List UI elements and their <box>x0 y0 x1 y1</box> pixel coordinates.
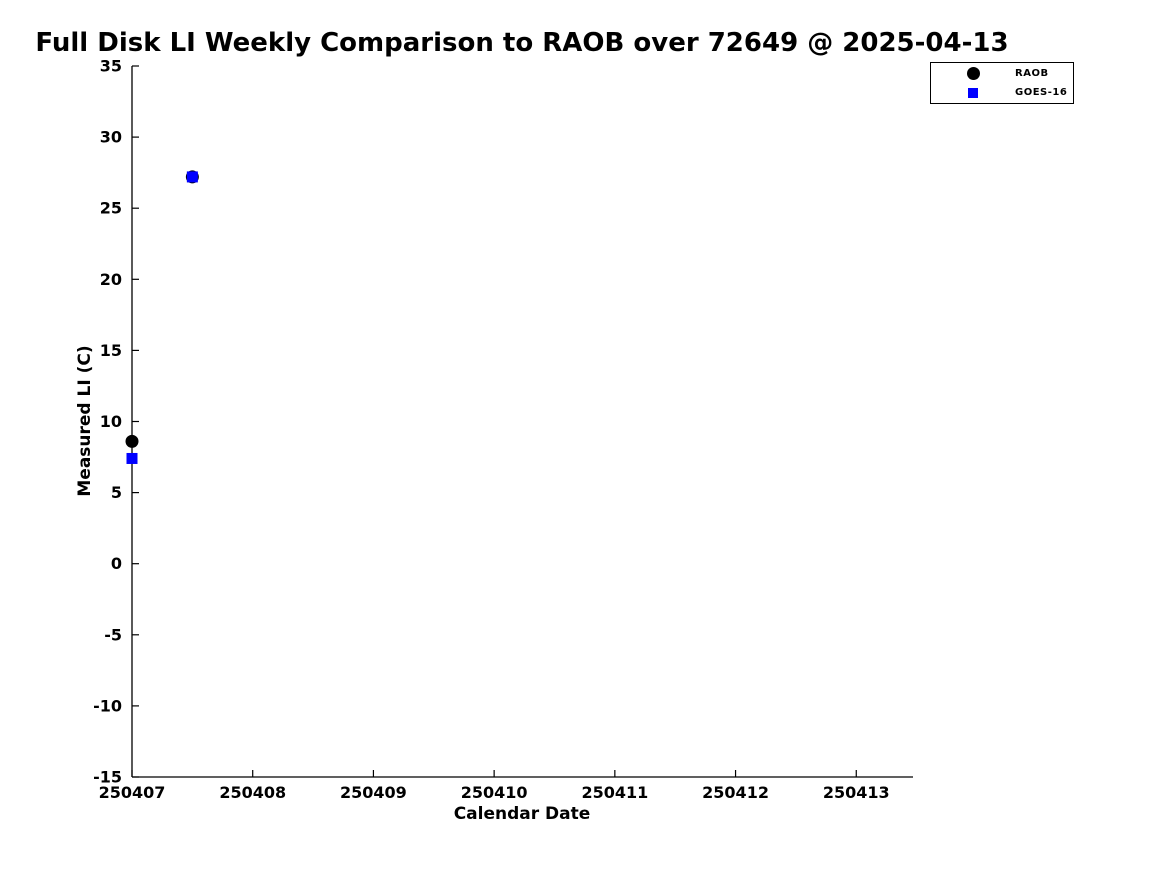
y-tick-label: 15 <box>100 341 122 360</box>
y-tick-label: -10 <box>93 696 122 715</box>
x-axis-label: Calendar Date <box>453 804 591 824</box>
x-tick-label: 250409 <box>340 783 407 802</box>
y-tick-label: 25 <box>100 199 122 218</box>
legend: RAOB GOES-16 <box>930 62 1074 104</box>
legend-item-raob: RAOB <box>931 66 1073 82</box>
raob-circle-marker-icon <box>931 67 1015 80</box>
data-point-raob <box>125 434 139 448</box>
y-tick-label: 20 <box>100 270 122 289</box>
data-point-goes-16 <box>186 171 198 183</box>
y-tick-label: 5 <box>111 483 122 502</box>
chart-title: Full Disk LI Weekly Comparison to RAOB o… <box>35 28 1009 58</box>
x-tick-label: 250413 <box>823 783 890 802</box>
y-axis-label: Measured LI (C) <box>75 345 95 497</box>
data-point-goes-16 <box>126 452 138 464</box>
y-tick-label: 0 <box>111 554 122 573</box>
x-tick-label: 250408 <box>219 783 286 802</box>
x-tick-label: 250407 <box>99 783 166 802</box>
x-tick-label: 250412 <box>702 783 769 802</box>
y-tick-label: 35 <box>100 57 122 76</box>
y-tick-label: -5 <box>104 625 122 644</box>
legend-label-goes16: GOES-16 <box>1015 87 1068 98</box>
y-tick-label: -15 <box>93 768 122 787</box>
y-tick-label: 10 <box>100 412 122 431</box>
legend-item-goes16: GOES-16 <box>931 85 1073 101</box>
goes16-square-marker-icon <box>931 87 1015 98</box>
x-tick-label: 250411 <box>581 783 648 802</box>
y-tick-label: 30 <box>100 128 122 147</box>
legend-label-raob: RAOB <box>1015 68 1049 79</box>
x-tick-label: 250410 <box>461 783 528 802</box>
